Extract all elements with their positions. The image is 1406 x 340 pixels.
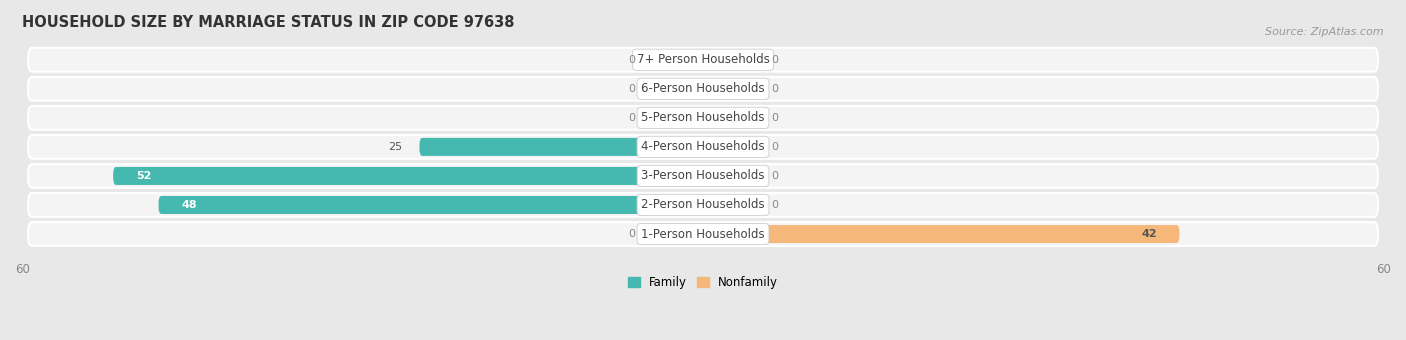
FancyBboxPatch shape [112,167,703,185]
Text: 25: 25 [388,142,402,152]
FancyBboxPatch shape [28,222,1378,246]
Text: 0: 0 [770,200,778,210]
FancyBboxPatch shape [703,138,759,156]
Text: 42: 42 [1142,229,1157,239]
Text: 7+ Person Households: 7+ Person Households [637,53,769,66]
FancyBboxPatch shape [647,109,703,127]
FancyBboxPatch shape [419,138,703,156]
FancyBboxPatch shape [28,77,1378,101]
Text: 0: 0 [628,84,636,94]
FancyBboxPatch shape [703,167,759,185]
Text: 0: 0 [770,142,778,152]
FancyBboxPatch shape [703,109,759,127]
FancyBboxPatch shape [28,106,1378,130]
FancyBboxPatch shape [703,51,759,69]
FancyBboxPatch shape [647,225,703,243]
Text: 3-Person Households: 3-Person Households [641,169,765,183]
Text: 48: 48 [181,200,197,210]
FancyBboxPatch shape [703,196,759,214]
FancyBboxPatch shape [28,193,1378,217]
FancyBboxPatch shape [703,225,1180,243]
Text: 0: 0 [628,113,636,123]
Text: 0: 0 [770,55,778,65]
FancyBboxPatch shape [159,196,703,214]
Text: 0: 0 [770,171,778,181]
Legend: Family, Nonfamily: Family, Nonfamily [623,271,783,294]
Text: 0: 0 [628,229,636,239]
Text: 5-Person Households: 5-Person Households [641,112,765,124]
Text: 0: 0 [770,113,778,123]
FancyBboxPatch shape [28,48,1378,72]
Text: 1-Person Households: 1-Person Households [641,227,765,240]
Text: Source: ZipAtlas.com: Source: ZipAtlas.com [1265,27,1384,37]
FancyBboxPatch shape [703,80,759,98]
FancyBboxPatch shape [647,51,703,69]
FancyBboxPatch shape [647,80,703,98]
FancyBboxPatch shape [28,135,1378,159]
Text: 2-Person Households: 2-Person Households [641,199,765,211]
Text: HOUSEHOLD SIZE BY MARRIAGE STATUS IN ZIP CODE 97638: HOUSEHOLD SIZE BY MARRIAGE STATUS IN ZIP… [22,15,515,30]
Text: 0: 0 [770,84,778,94]
FancyBboxPatch shape [28,164,1378,188]
Text: 52: 52 [136,171,152,181]
Text: 0: 0 [628,55,636,65]
Text: 4-Person Households: 4-Person Households [641,140,765,153]
Text: 6-Person Households: 6-Person Households [641,82,765,95]
